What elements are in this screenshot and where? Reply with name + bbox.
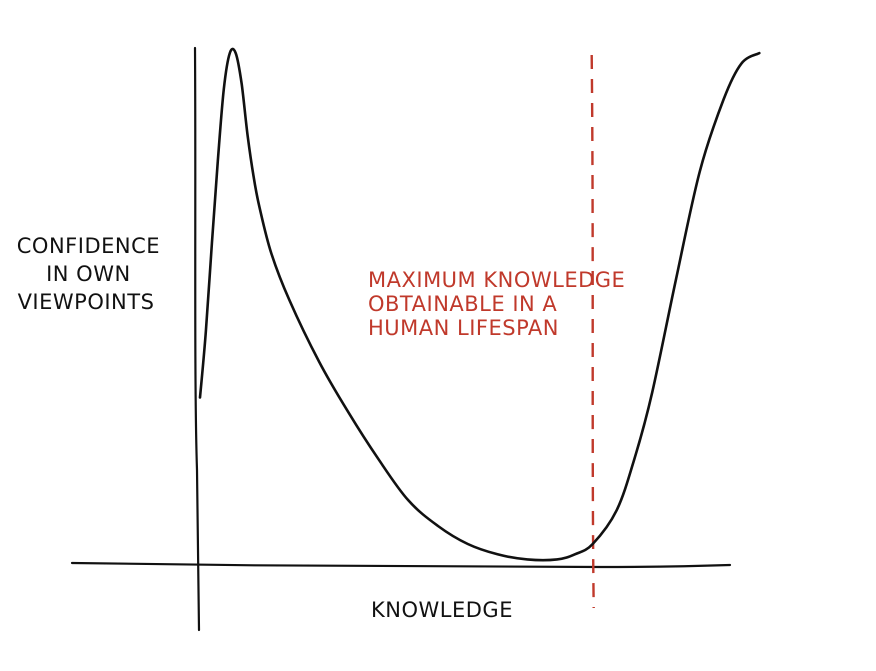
x-axis-line [70, 561, 732, 569]
y-axis-label-line-1: CONFIDENCE [17, 234, 160, 258]
y-axis-label: CONFIDENCE IN OWN VIEWPOINTS [17, 234, 167, 314]
max-knowledge-line [590, 54, 595, 609]
annotation-line-1: MAXIMUM KNOWLEDGE [368, 268, 625, 292]
x-axis-label: KNOWLEDGE [371, 598, 513, 622]
annotation-line-3: HUMAN LIFESPAN [368, 316, 559, 340]
y-axis-line [193, 46, 201, 632]
y-axis-label-line-3: VIEWPOINTS [18, 290, 155, 314]
confidence-curve [198, 47, 761, 562]
annotation-line-2: OBTAINABLE IN A [368, 292, 557, 316]
max-knowledge-annotation: MAXIMUM KNOWLEDGE OBTAINABLE IN A HUMAN … [368, 268, 633, 340]
y-axis-label-line-2: IN OWN [46, 262, 131, 286]
